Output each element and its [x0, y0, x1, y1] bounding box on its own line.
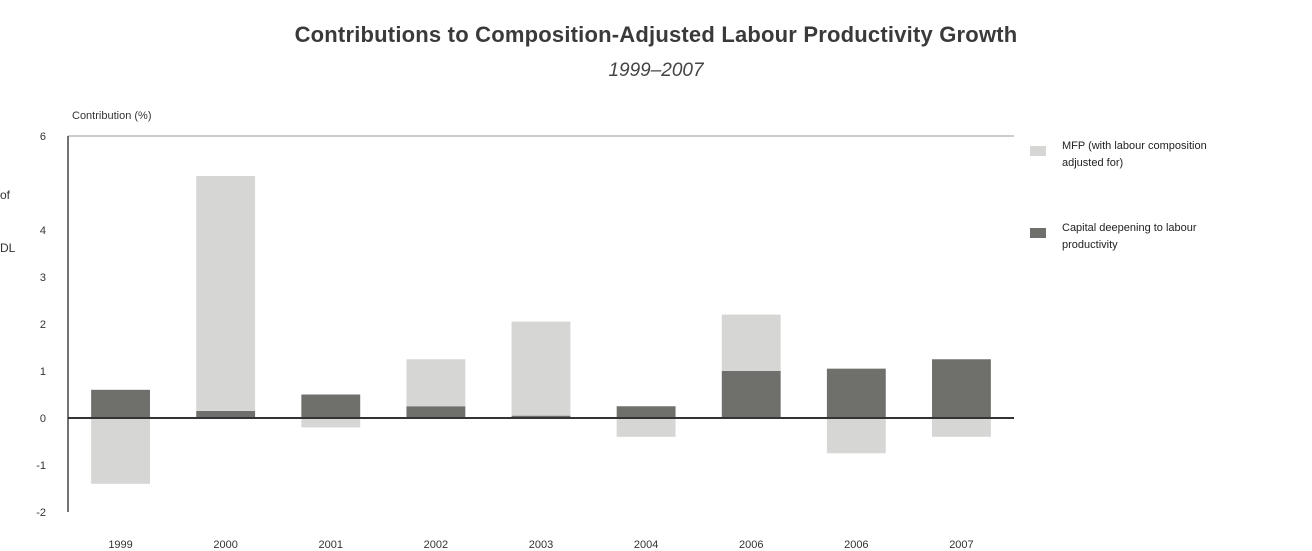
x-tick-label: 2004 [634, 539, 658, 551]
bar-mfp-2003 [511, 321, 571, 416]
bar-capital-deepening-2000 [196, 410, 256, 418]
x-tick-labels: 1999 2000 2001 2002 2003 2004 2006 2006 2007 [108, 539, 973, 551]
y-tick-label: 4 [40, 225, 46, 237]
chart-title: Contributions to Composition-Adjusted La… [294, 22, 1018, 47]
x-tick-label: 2002 [424, 539, 448, 551]
legend-item-mfp: MFP (with labour composition adjusted fo… [1030, 138, 1232, 172]
axes [67, 135, 1014, 512]
y-tick-labels: 6 4 3 2 1 0 -1 -2 [36, 131, 46, 519]
x-tick-label: 2006 [739, 539, 763, 551]
bar-capital-deepening-2004 [616, 406, 676, 418]
y-tick-label: 6 [40, 131, 46, 143]
bar-capital-deepening-2001 [301, 394, 361, 418]
x-tick-label: 2000 [213, 539, 237, 551]
x-tick-label: 2006 [844, 539, 868, 551]
y-tick-label: 3 [40, 272, 46, 284]
clipped-text-fragment-top: of [0, 188, 11, 202]
y-axis-label: Contribution (%) [72, 110, 152, 122]
x-tick-label: 2001 [319, 539, 343, 551]
bar-capital-deepening-2003 [511, 415, 571, 418]
bar-mfp-2004 [616, 418, 676, 437]
x-tick-label: 2007 [949, 539, 973, 551]
bar-mfp-2002 [406, 359, 466, 407]
bar-capital-deepening-2005 [721, 371, 781, 418]
y-tick-label: 1 [40, 366, 46, 378]
y-tick-label: 2 [40, 319, 46, 331]
y-tick-label: 0 [40, 413, 46, 425]
legend-swatch-mfp [1030, 146, 1046, 156]
bar-mfp-2007 [932, 418, 991, 437]
bar-mfp-2000 [196, 175, 256, 411]
x-tick-label: 2003 [529, 539, 553, 551]
bar-capital-deepening-2007 [932, 359, 991, 418]
legend-item-capital: Capital deepening to labour productivity [1030, 220, 1232, 254]
y-tick-label: -1 [36, 460, 46, 472]
x-tick-label: 1999 [108, 539, 132, 551]
bars [91, 175, 991, 484]
bar-capital-deepening-1999 [91, 389, 150, 418]
bar-mfp-1999 [91, 418, 150, 484]
y-tick-label: -2 [36, 507, 46, 519]
legend-label-capital: Capital deepening to labour productivity [1062, 222, 1197, 251]
bar-mfp-2001 [301, 418, 361, 428]
legend-label-mfp: MFP (with labour composition adjusted fo… [1062, 140, 1207, 169]
bar-capital-deepening-2006 [826, 368, 886, 418]
clipped-text-fragment-bottom: DL [0, 241, 16, 255]
bar-capital-deepening-2002 [406, 406, 466, 418]
legend-swatch-capital [1030, 228, 1046, 238]
bar-mfp-2005 [721, 314, 781, 371]
bar-mfp-2006 [826, 418, 886, 454]
chart-subtitle: 1999–2007 [608, 60, 704, 81]
